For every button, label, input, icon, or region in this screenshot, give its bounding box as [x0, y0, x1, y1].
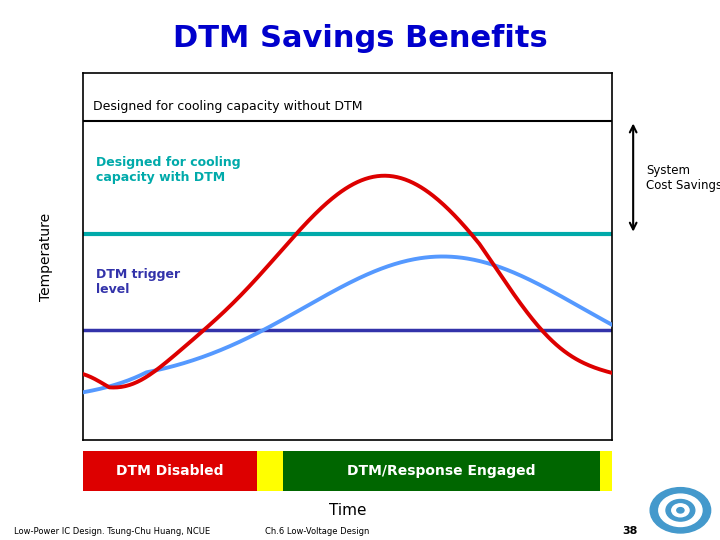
Text: Low-Power IC Design. Tsung-Chu Huang, NCUE: Low-Power IC Design. Tsung-Chu Huang, NC…	[14, 526, 210, 536]
Text: DTM/Response Engaged: DTM/Response Engaged	[347, 464, 536, 478]
Text: Time: Time	[328, 503, 366, 518]
Text: 38: 38	[623, 525, 638, 536]
Text: Designed for cooling
capacity with DTM: Designed for cooling capacity with DTM	[96, 156, 240, 184]
Text: Temperature: Temperature	[39, 212, 53, 301]
Text: Designed for cooling capacity without DTM: Designed for cooling capacity without DT…	[94, 100, 363, 113]
Text: Ch.6 Low-Voltage Design: Ch.6 Low-Voltage Design	[265, 526, 369, 536]
Text: System
Cost Savings: System Cost Savings	[647, 164, 720, 192]
Text: DTM trigger
level: DTM trigger level	[96, 267, 180, 295]
Text: DTM Savings Benefits: DTM Savings Benefits	[173, 24, 547, 53]
Text: DTM Disabled: DTM Disabled	[117, 464, 224, 478]
